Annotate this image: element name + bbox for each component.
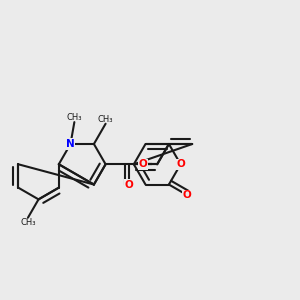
Text: CH₃: CH₃ (98, 115, 113, 124)
Text: O: O (176, 159, 185, 169)
Text: CH₃: CH₃ (67, 113, 82, 122)
Text: N: N (66, 139, 75, 149)
Text: O: O (183, 190, 191, 200)
Text: CH₃: CH₃ (20, 218, 36, 226)
Text: O: O (139, 159, 148, 169)
Text: O: O (124, 180, 134, 190)
